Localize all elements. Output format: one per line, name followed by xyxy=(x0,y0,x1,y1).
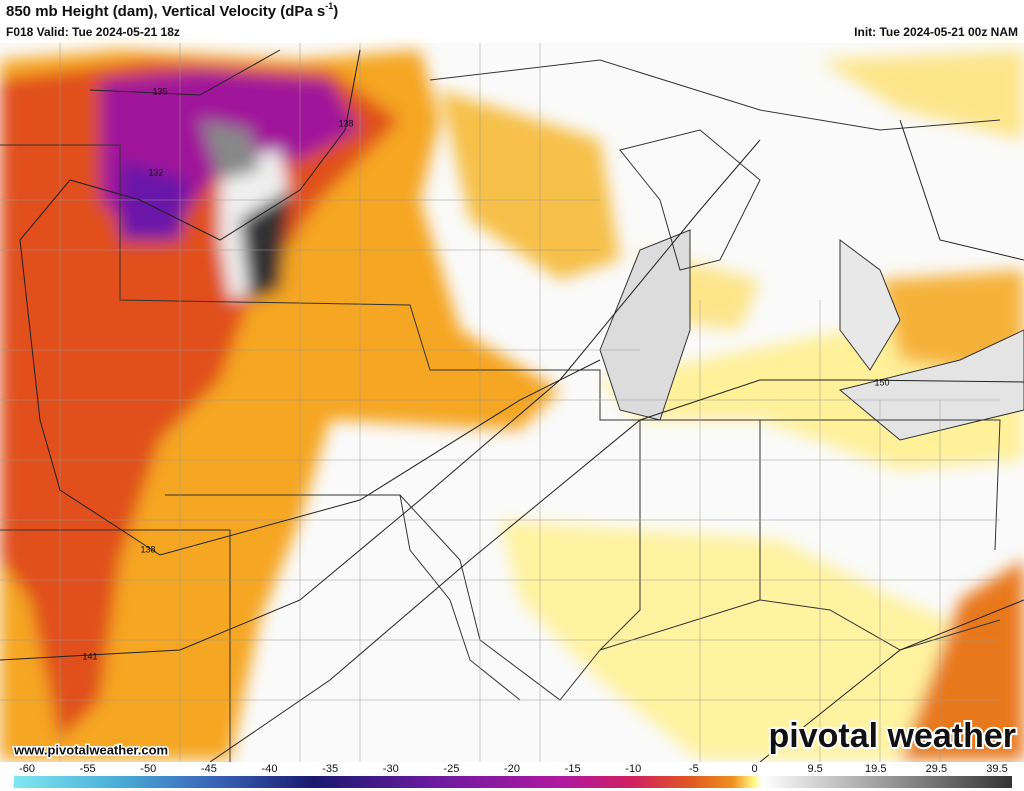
init-time: Init: Tue 2024-05-21 00z NAM xyxy=(854,25,1018,39)
title: 850 mb Height (dam), Vertical Velocity (… xyxy=(6,1,338,20)
colorbar-label: -35 xyxy=(322,763,338,775)
colorbar-label: 29.5 xyxy=(926,763,947,775)
colorbar-label: -30 xyxy=(383,763,399,775)
colorbar-label: -15 xyxy=(565,763,581,775)
colorbar-label: -20 xyxy=(504,763,520,775)
contour-label: 150 xyxy=(874,377,889,387)
colorbar-label: -55 xyxy=(80,763,96,775)
map xyxy=(0,43,1024,763)
colorbar-label: -25 xyxy=(443,763,459,775)
watermark: pivotal weather xyxy=(768,717,1016,755)
contour-label: 141 xyxy=(82,651,97,661)
valid-time: F018 Valid: Tue 2024-05-21 18z xyxy=(6,25,180,39)
colorbar-label: -50 xyxy=(140,763,156,775)
colorbar xyxy=(14,776,1012,788)
colorbar-label: -10 xyxy=(625,763,641,775)
contour-label: 138 xyxy=(338,118,353,128)
colorbar-label: -5 xyxy=(689,763,699,775)
contour-label: 132 xyxy=(148,167,163,177)
colorbar-label: 19.5 xyxy=(865,763,886,775)
colorbar-label: 39.5 xyxy=(986,763,1007,775)
colorbar-label: -60 xyxy=(19,763,35,775)
contour-label: 138 xyxy=(140,544,155,554)
colorbar-label: -40 xyxy=(262,763,278,775)
contour-label: 135 xyxy=(152,86,167,96)
colorbar-label: -45 xyxy=(201,763,217,775)
website: www.pivotalweather.com xyxy=(13,742,168,757)
colorbar-label: 0 xyxy=(751,763,757,775)
colorbar-label: 9.5 xyxy=(807,763,822,775)
